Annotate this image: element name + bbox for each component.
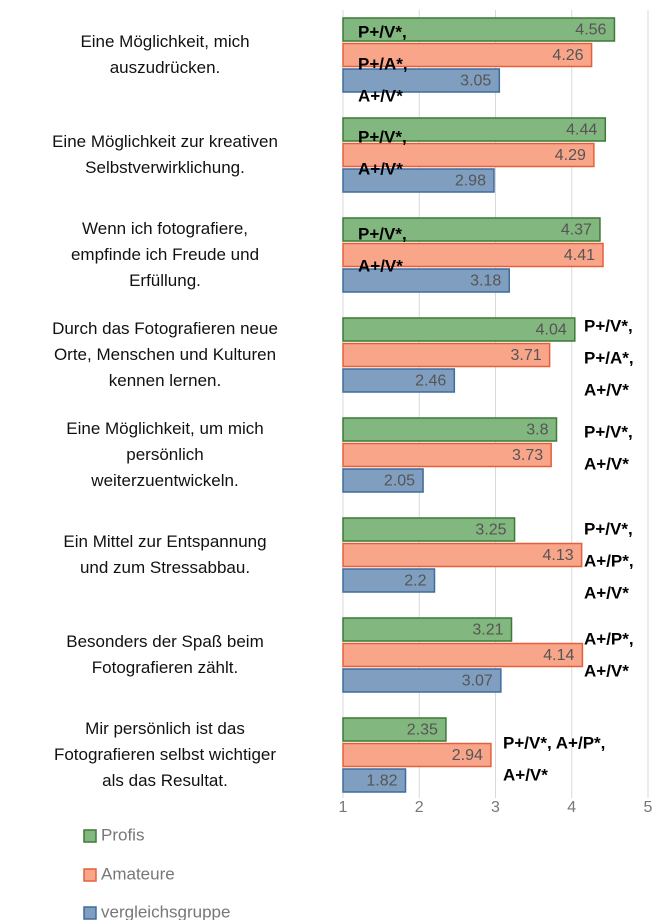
annotation: A+/V* bbox=[358, 159, 403, 178]
annotation: A+/V* bbox=[503, 765, 548, 784]
annotation: P+/V*, bbox=[358, 22, 407, 41]
bar bbox=[342, 642, 584, 668]
category-label: Mir persönlich ist das Fotografieren sel… bbox=[53, 719, 277, 790]
bar bbox=[342, 617, 513, 642]
annotation: P+/V*, bbox=[584, 316, 633, 335]
annotation: A+/P*, bbox=[584, 629, 634, 648]
value-label: 2.94 bbox=[452, 747, 483, 764]
category-label: Eine Möglichkeit zur kreativen Selbstver… bbox=[52, 132, 278, 177]
category-label: Durch das Fotografieren neue Orte, Mensc… bbox=[52, 319, 278, 390]
bar bbox=[342, 217, 601, 242]
bar bbox=[342, 568, 436, 593]
bar bbox=[342, 117, 607, 142]
annotation: A+/V* bbox=[584, 583, 629, 602]
category-label: Wenn ich fotografiere, empfinde ich Freu… bbox=[70, 219, 260, 290]
annotation: A+/V* bbox=[584, 661, 629, 680]
value-label: 4.41 bbox=[564, 247, 595, 264]
annotation: A+/P*, bbox=[584, 551, 634, 570]
x-tick-label: 5 bbox=[644, 799, 653, 816]
bar bbox=[342, 168, 495, 193]
bar bbox=[342, 442, 552, 468]
value-label: 2.98 bbox=[455, 173, 486, 190]
value-label: 3.18 bbox=[470, 273, 501, 290]
category-label: Eine Möglichkeit, mich auszudrücken. bbox=[80, 32, 250, 77]
annotation: A+/V* bbox=[358, 256, 403, 275]
bar bbox=[342, 542, 583, 568]
bar bbox=[342, 17, 616, 42]
value-label: 2.2 bbox=[404, 573, 426, 590]
legend-swatch bbox=[83, 868, 97, 882]
bar bbox=[342, 142, 595, 168]
legend-swatch bbox=[83, 829, 97, 843]
value-label: 3.07 bbox=[462, 673, 493, 690]
value-label: 2.46 bbox=[415, 373, 446, 390]
legend-label: Amateure bbox=[101, 864, 175, 883]
value-label: 2.35 bbox=[407, 722, 438, 739]
bar bbox=[342, 68, 501, 93]
bar bbox=[342, 517, 516, 542]
bar bbox=[342, 717, 447, 742]
value-label: 4.29 bbox=[555, 147, 586, 164]
annotation: P+/A*, bbox=[358, 54, 408, 73]
bar bbox=[342, 468, 424, 493]
bar bbox=[342, 317, 576, 342]
category-label: Eine Möglichkeit, um mich persönlich wei… bbox=[66, 419, 264, 490]
annotation: P+/V*, bbox=[584, 519, 633, 538]
value-label: 2.05 bbox=[384, 473, 415, 490]
annotation: P+/V*, bbox=[358, 224, 407, 243]
bar bbox=[342, 268, 510, 293]
bar bbox=[342, 368, 456, 393]
annotation: A+/V* bbox=[584, 454, 629, 473]
annotation: P+/V*, bbox=[584, 422, 633, 441]
annotation: A+/V* bbox=[358, 86, 403, 105]
x-tick-label: 4 bbox=[567, 799, 576, 816]
value-label: 4.13 bbox=[543, 547, 574, 564]
value-label: 4.44 bbox=[566, 122, 597, 139]
x-tick-label: 1 bbox=[339, 799, 348, 816]
bar bbox=[342, 668, 502, 693]
value-label: 3.8 bbox=[526, 422, 548, 439]
value-label: 3.25 bbox=[475, 522, 506, 539]
x-tick-label: 2 bbox=[415, 799, 424, 816]
value-label: 3.21 bbox=[472, 622, 503, 639]
bar bbox=[342, 768, 407, 793]
x-tick-label: 3 bbox=[491, 799, 500, 816]
bar bbox=[342, 417, 558, 442]
legend-swatch bbox=[83, 906, 97, 920]
legend-label: Profis bbox=[101, 825, 144, 844]
bar bbox=[342, 342, 551, 368]
bar bbox=[342, 42, 593, 68]
category-label: Ein Mittel zur Entspannung und zum Stres… bbox=[63, 532, 267, 577]
value-label: 3.73 bbox=[512, 447, 543, 464]
value-label: 4.37 bbox=[561, 222, 592, 239]
value-label: 4.26 bbox=[552, 47, 583, 64]
annotation: P+/V*, A+/P*, bbox=[503, 733, 605, 752]
bar bbox=[342, 242, 604, 268]
value-label: 3.71 bbox=[510, 347, 541, 364]
annotation: P+/V*, bbox=[358, 127, 407, 146]
value-label: 4.56 bbox=[575, 22, 606, 39]
annotation: P+/A*, bbox=[584, 348, 634, 367]
bar bbox=[342, 742, 492, 768]
value-label: 3.05 bbox=[460, 73, 491, 90]
value-label: 4.14 bbox=[543, 647, 574, 664]
value-label: 4.04 bbox=[536, 322, 567, 339]
value-label: 1.82 bbox=[366, 773, 397, 790]
category-label: Besonders der Spaß beim Fotografieren zä… bbox=[66, 632, 264, 677]
annotation: A+/V* bbox=[584, 380, 629, 399]
legend-label: vergleichsgruppe bbox=[101, 902, 230, 920]
